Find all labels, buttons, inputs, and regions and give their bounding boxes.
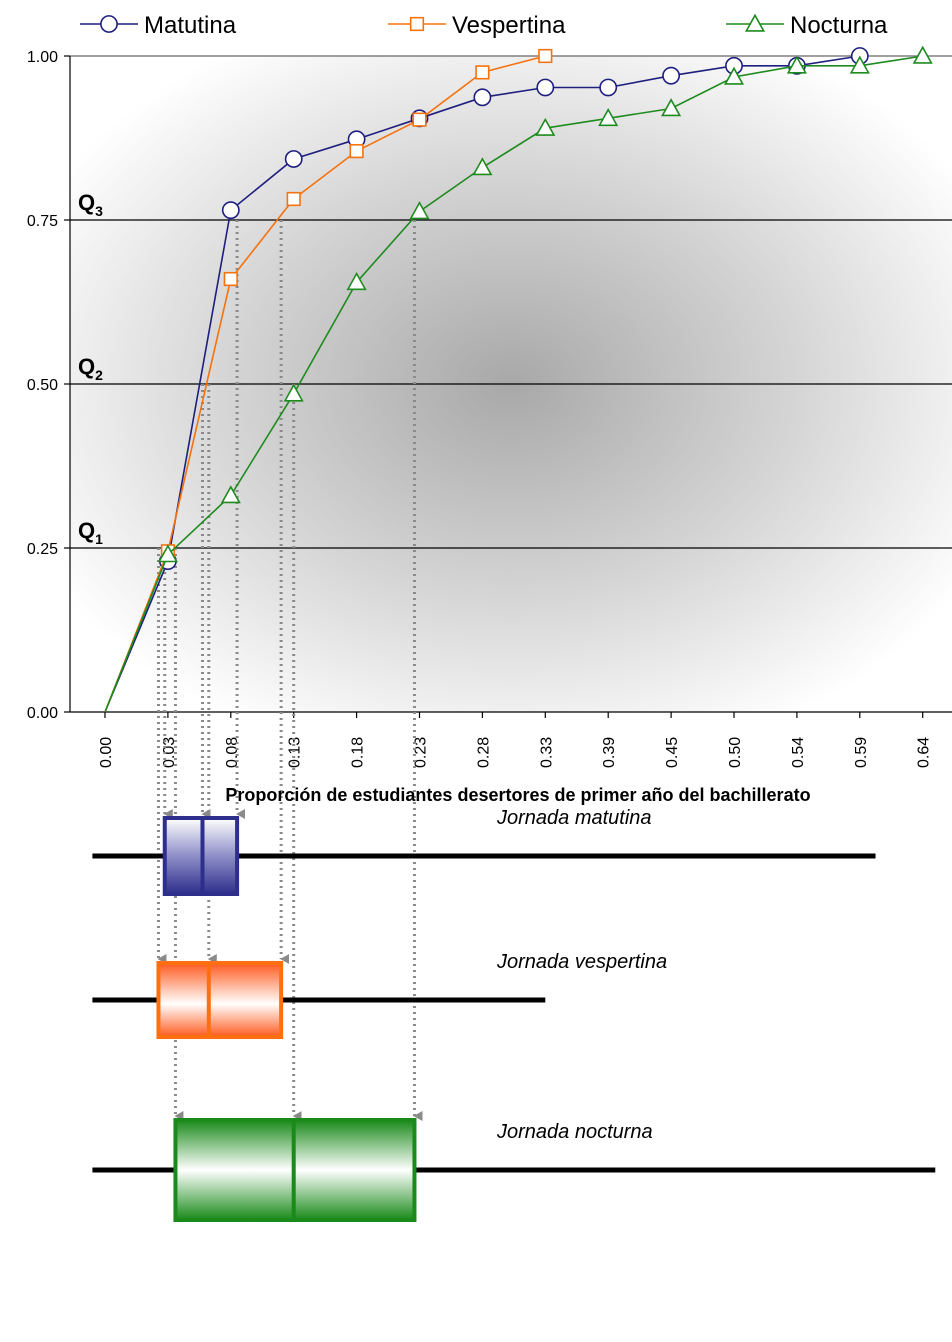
data-point [346,271,367,291]
data-point [286,191,301,207]
x-tick-label: 0.54 [790,737,807,768]
x-tick-label: 0.00 [98,737,115,768]
series-line [104,55,923,713]
data-point [349,144,364,159]
y-tick-label: 0.00 [27,705,58,722]
data-point [662,66,681,85]
legend-label: Nocturna [790,12,888,39]
data-point [723,66,745,85]
legend: Matutina Vespertina Nocturna [80,12,888,39]
x-tick-label: 0.03 [161,737,178,768]
data-point [284,150,303,168]
legend-item: Vespertina [388,12,566,39]
data-point [409,201,430,220]
data-point [473,88,492,107]
box [156,961,284,1039]
series-line [104,55,546,713]
series-nocturna [104,45,933,713]
data-point [786,55,807,74]
boxplot-layer: Jornada matutina Jornada vespertina Jornad… [92,807,936,1222]
data-point [220,485,241,504]
boxplot-label: Jornada vespertina [496,951,667,973]
data-point [661,98,682,117]
data-point [409,16,425,32]
y-tick-label: 0.25 [27,541,58,558]
boxplot-label: Jornada matutina [496,807,652,829]
data-point [744,13,766,32]
quartile-subscript: 2 [95,367,103,383]
legend-item: Matutina [80,12,237,39]
axes: 0.00 0.25 0.50 0.75 1.00 0.00 0.03 0.08 0.13 0.18… [27,49,952,768]
data-point [100,15,118,33]
data-point [536,78,555,97]
data-point [912,45,933,64]
x-tick-label: 0.23 [413,737,430,768]
x-tick-label: 0.50 [727,737,744,768]
legend-label: Vespertina [452,12,566,39]
x-tick-label: 0.33 [538,737,555,768]
x-tick-label: 0.18 [350,737,367,768]
x-tick-label: 0.08 [224,737,241,768]
data-point [599,78,618,97]
x-tick-label: 0.59 [853,737,870,768]
series-layer [104,45,933,713]
quartile-subscript: 3 [95,203,103,219]
data-point [538,48,553,64]
data-point [849,55,870,74]
y-tick-label: 0.50 [27,377,58,394]
x-tick-label: 0.64 [916,737,933,768]
data-point [535,117,556,136]
x-tick-label: 0.39 [601,737,618,768]
boxplot: Jornada vespertina [92,951,667,1039]
boxplot: Jornada matutina [92,807,876,896]
y-tick-label: 0.75 [27,213,58,230]
data-point [223,271,238,287]
data-point [283,383,304,402]
x-tick-label: 0.28 [475,737,492,768]
data-point [412,112,427,127]
data-point [157,544,178,563]
boxplot: Jornada nocturna [92,1118,936,1222]
boxplot-label: Jornada nocturna [496,1121,653,1143]
data-point [475,65,490,80]
data-point [221,201,240,220]
data-point [472,157,493,176]
series-vespertina [104,48,553,713]
x-axis-label: Proporción de estudiantes desertores de … [225,785,810,805]
quartile-subscript: 1 [95,531,103,547]
y-tick-label: 1.00 [27,49,58,66]
legend-label: Matutina [144,12,237,39]
x-tick-label: 0.45 [664,737,681,768]
x-tick-label: 0.13 [287,737,304,768]
data-point [598,107,619,127]
legend-item: Nocturna [726,12,888,39]
